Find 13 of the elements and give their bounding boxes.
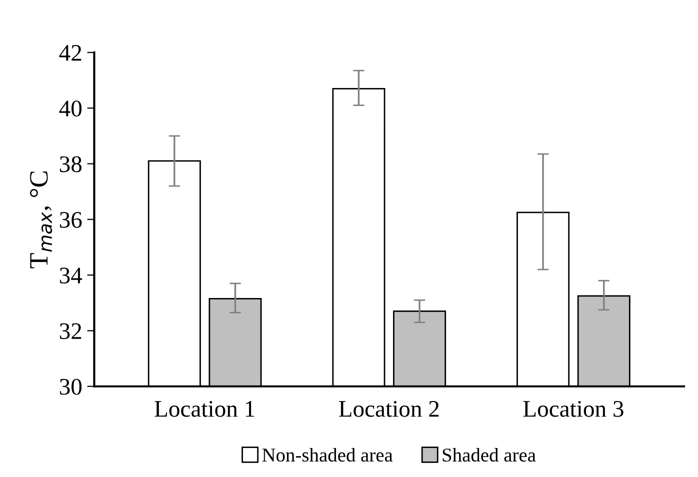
y-tick-label: 30 xyxy=(60,378,82,395)
y-tick-label: 32 xyxy=(60,323,82,340)
legend-label: Non-shaded area xyxy=(262,448,393,462)
y-tick-label: 40 xyxy=(59,100,82,117)
y-tick-label: 38 xyxy=(60,156,82,172)
legend-label: Shaded area xyxy=(442,448,536,462)
y-tick-label: 42 xyxy=(59,45,82,61)
y-tick-label: 34 xyxy=(60,268,82,284)
x-tick-label: Location 3 xyxy=(523,401,624,417)
y-tick-label: 36 xyxy=(60,212,82,228)
x-tick-label: Location 1 xyxy=(154,401,254,417)
x-tick-label: Location 2 xyxy=(339,401,439,417)
y-axis-title: T$_{max}$, °C xyxy=(30,172,52,268)
